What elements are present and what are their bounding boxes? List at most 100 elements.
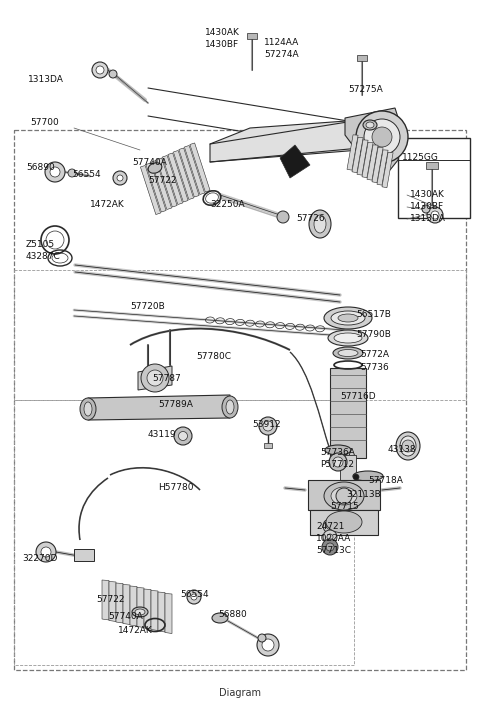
Circle shape [402,440,414,452]
Text: 1430BF: 1430BF [410,202,444,211]
Circle shape [45,162,65,182]
Circle shape [174,427,192,445]
Text: 1472AK: 1472AK [118,626,153,635]
Text: 57790B: 57790B [356,330,391,339]
Ellipse shape [325,445,351,455]
Polygon shape [179,148,199,197]
FancyBboxPatch shape [264,443,272,448]
Polygon shape [123,585,130,625]
Text: 57274A: 57274A [264,50,299,59]
Text: Z5105: Z5105 [26,240,55,249]
Circle shape [422,205,430,213]
Text: 57736: 57736 [360,363,389,372]
Polygon shape [372,148,383,183]
Text: 53912: 53912 [252,420,281,429]
FancyBboxPatch shape [74,549,94,561]
Circle shape [323,519,337,533]
Polygon shape [158,592,165,632]
Polygon shape [102,580,109,620]
Text: 32250A: 32250A [210,200,245,209]
FancyBboxPatch shape [340,455,356,485]
Circle shape [259,417,277,435]
Polygon shape [144,589,151,629]
Text: 57713C: 57713C [316,546,351,555]
FancyBboxPatch shape [426,162,438,169]
Polygon shape [151,160,172,210]
Text: 57700: 57700 [30,118,59,127]
Text: 56517B: 56517B [356,310,391,319]
Ellipse shape [309,210,331,238]
Text: 5772A: 5772A [360,350,389,359]
Ellipse shape [338,314,358,322]
Circle shape [364,119,400,155]
Circle shape [257,634,279,656]
Polygon shape [146,163,166,212]
Circle shape [333,457,343,467]
Ellipse shape [135,609,145,615]
Polygon shape [367,145,378,180]
Circle shape [117,175,123,181]
Text: 24721: 24721 [316,522,344,531]
FancyBboxPatch shape [330,368,366,458]
Text: 57718A: 57718A [368,476,403,485]
Circle shape [41,547,51,557]
Circle shape [263,421,273,431]
Circle shape [147,370,163,386]
Circle shape [141,364,169,392]
Text: 1430AK: 1430AK [205,28,240,37]
Ellipse shape [331,311,365,325]
Circle shape [262,639,274,651]
Polygon shape [377,150,388,185]
Text: 57740A: 57740A [132,158,167,167]
Text: 1124AA: 1124AA [264,38,299,47]
Circle shape [92,62,108,78]
Text: 56554: 56554 [180,590,209,599]
Ellipse shape [324,482,364,510]
Circle shape [187,590,201,604]
Circle shape [356,111,408,163]
Text: 43138: 43138 [388,445,417,454]
Text: 56880: 56880 [218,610,247,619]
Circle shape [36,542,56,562]
Text: 57722: 57722 [148,176,177,185]
Polygon shape [184,145,204,195]
Polygon shape [308,480,380,510]
Circle shape [68,169,76,177]
Ellipse shape [212,613,228,623]
Circle shape [277,211,289,223]
Polygon shape [190,143,210,192]
Ellipse shape [400,436,416,456]
Ellipse shape [331,487,357,505]
Circle shape [372,127,392,147]
Text: 1430BF: 1430BF [205,40,239,49]
Ellipse shape [396,432,420,460]
Text: 1430AK: 1430AK [410,190,445,199]
FancyBboxPatch shape [247,33,257,39]
Circle shape [179,431,188,441]
Circle shape [113,171,127,185]
Text: 57787: 57787 [152,374,181,383]
Text: 57736A: 57736A [320,448,355,457]
Polygon shape [345,108,402,170]
Circle shape [326,522,334,530]
Text: Diagram: Diagram [219,688,261,698]
Circle shape [258,634,266,642]
Text: P57712: P57712 [320,460,354,469]
Text: 57789A: 57789A [158,400,193,409]
Text: 57720B: 57720B [130,302,165,311]
Polygon shape [382,152,393,188]
Polygon shape [116,583,123,623]
Text: 1313DA: 1313DA [28,75,64,84]
Text: 1472AK: 1472AK [90,200,125,209]
Text: 43119: 43119 [148,430,177,439]
Text: 56554: 56554 [72,170,101,179]
Ellipse shape [363,120,377,130]
Circle shape [50,167,60,177]
Polygon shape [151,590,158,630]
Ellipse shape [222,396,238,418]
Ellipse shape [326,511,362,533]
Ellipse shape [84,402,92,416]
Circle shape [329,453,347,471]
Ellipse shape [324,307,372,329]
Circle shape [109,70,117,78]
